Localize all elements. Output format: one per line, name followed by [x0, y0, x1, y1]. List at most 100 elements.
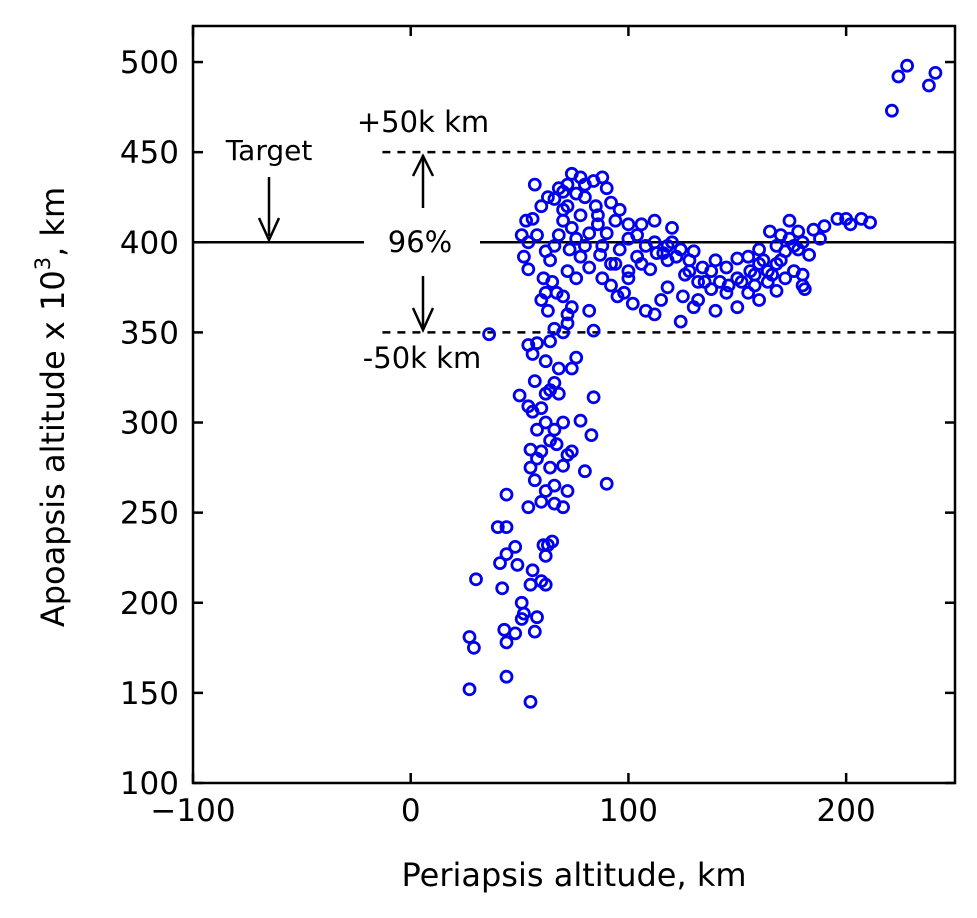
data-point [538, 244, 553, 259]
plot-frame [191, 24, 957, 785]
data-point [499, 487, 514, 502]
data-point [569, 350, 584, 365]
data-point [556, 415, 570, 430]
data-point [682, 264, 697, 279]
data-point [673, 314, 688, 329]
annotation-upper-limit: +50k km [357, 105, 489, 139]
data-point [490, 520, 505, 534]
annotation-lower-limit: -50k km [363, 341, 481, 375]
data-point [538, 549, 553, 563]
data-point [795, 267, 810, 282]
data-point [569, 186, 584, 201]
data-point [556, 500, 570, 515]
target-arrow [257, 177, 281, 244]
data-point [493, 556, 507, 570]
data-point [676, 289, 690, 304]
data-point [617, 285, 631, 300]
data-point [791, 242, 806, 257]
lower-range-arrow [411, 276, 435, 334]
data-point [863, 215, 877, 230]
y-axis-label-superscript: 3 [31, 257, 55, 270]
data-point [499, 635, 514, 650]
data-point [612, 242, 627, 257]
data-point [586, 390, 601, 405]
tick-labels: −100 0 100 200 100 150 200 250 300 350 400 450 500 [120, 45, 876, 829]
data-point [551, 361, 566, 376]
data-point [922, 78, 936, 93]
data-point [741, 249, 756, 264]
percent-label-bg [364, 222, 480, 262]
data-point [578, 464, 592, 479]
data-point [782, 213, 797, 228]
data-point [466, 640, 481, 655]
y-tick-label: 250 [120, 496, 179, 532]
data-point [499, 547, 514, 561]
data-point [647, 235, 662, 250]
y-tick-label: 450 [120, 135, 179, 171]
data-point [538, 577, 553, 592]
x-axis-label: Periapsis altitude, km [401, 856, 746, 894]
data-point [573, 208, 588, 223]
data-point [673, 242, 688, 257]
data-point [530, 336, 544, 351]
data-point [534, 401, 549, 416]
data-point [608, 256, 623, 271]
data-point [747, 267, 762, 282]
data-point [582, 303, 597, 318]
data-point [560, 264, 575, 279]
data-point [560, 484, 575, 498]
data-point [891, 69, 906, 84]
data-point [719, 285, 734, 300]
data-point [708, 253, 723, 268]
data-point [521, 338, 536, 352]
annotation-target: Target [225, 134, 313, 167]
data-point [510, 558, 525, 572]
data-point [569, 271, 584, 286]
data-point [928, 66, 943, 80]
data-point [660, 280, 675, 295]
data-point [830, 211, 845, 226]
data-point [599, 181, 614, 196]
x-tick-label: 100 [599, 793, 658, 829]
data-point [514, 595, 529, 610]
data-point [595, 271, 610, 286]
data-point [564, 361, 579, 376]
y-tick-label: 200 [120, 586, 179, 622]
y-axis-label-tail: , km [34, 187, 72, 257]
data-point [547, 478, 562, 493]
data-point [556, 458, 570, 473]
data-point [534, 494, 549, 509]
data-point [769, 283, 784, 298]
annotation-percent: 96% [388, 225, 452, 259]
data-point [584, 428, 599, 443]
data-point [530, 228, 544, 243]
data-point [900, 58, 914, 73]
data-point [514, 228, 529, 243]
data-point [538, 415, 553, 430]
upper-range-arrow [411, 153, 435, 208]
data-point [523, 695, 538, 709]
data-point [462, 630, 477, 644]
data-point [752, 293, 766, 307]
data-point [591, 217, 605, 232]
data-point [885, 103, 899, 118]
data-point [564, 300, 579, 315]
data-point [527, 374, 542, 389]
data-point [523, 442, 538, 457]
data-point [595, 238, 610, 253]
data-point [621, 217, 636, 232]
data-point [769, 238, 784, 253]
data-point [547, 422, 562, 437]
data-point [523, 577, 538, 592]
data-point [527, 473, 542, 488]
y-tick-label: 300 [120, 406, 179, 442]
data-point [813, 231, 827, 246]
data-point [773, 253, 788, 268]
data-point [817, 219, 832, 234]
data-point [586, 323, 601, 338]
data-point [604, 256, 618, 271]
data-point [802, 247, 816, 262]
y-tick-label: 500 [120, 45, 179, 81]
data-point [591, 208, 605, 223]
